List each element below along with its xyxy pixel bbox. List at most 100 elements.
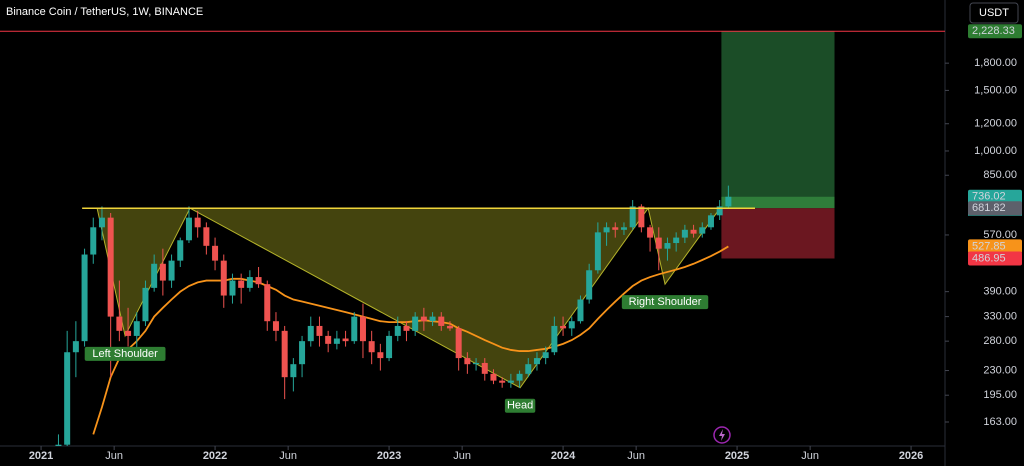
y-tick-label: 280.00 (983, 335, 1017, 347)
candle-body (594, 232, 601, 271)
x-tick-label: 2022 (203, 450, 227, 462)
event-icon[interactable] (713, 426, 731, 444)
neckline-label-box (968, 201, 1022, 216)
x-tick-label: Jun (105, 450, 123, 462)
candle-body (638, 206, 645, 228)
y-tick-label: 1,800.00 (974, 57, 1017, 69)
x-tick-label: 2021 (29, 450, 53, 462)
candle-body (560, 325, 567, 329)
candle-body (403, 325, 410, 331)
candle-body (699, 227, 706, 234)
last-price-label-box (968, 189, 1022, 204)
candle-body (333, 338, 340, 344)
x-tick-label: 2026 (899, 450, 923, 462)
candle-body (516, 373, 523, 381)
candle-body (438, 316, 445, 326)
candle-body (107, 217, 114, 317)
ma-label: 527.85 (972, 240, 1006, 252)
candle-body (725, 196, 732, 207)
y-tick-label: 163.00 (983, 416, 1017, 428)
x-tick-label: Jun (801, 450, 819, 462)
candle-body (316, 325, 323, 336)
candle-body (620, 227, 627, 230)
candle-body (81, 254, 88, 342)
candle-body (716, 206, 723, 216)
candle-body (238, 280, 245, 288)
candle-body (64, 352, 71, 445)
loss-zone (721, 208, 835, 259)
candle-body (647, 227, 654, 238)
candle-body (707, 215, 714, 228)
stop-label-box (968, 251, 1022, 266)
y-tick-label: 1,200.00 (974, 118, 1017, 130)
annotation-box (621, 295, 709, 310)
y-tick-label: 850.00 (983, 169, 1017, 181)
candle-body (612, 227, 619, 230)
candle-body (673, 237, 680, 244)
candle-body (386, 335, 393, 359)
candle-body (307, 325, 314, 342)
candle-body (473, 362, 480, 365)
candle-body (664, 243, 671, 249)
candle-body (681, 229, 688, 238)
profit-zone (721, 31, 835, 209)
y-tick-label: 1,500.00 (974, 84, 1017, 96)
y-tick-label: 390.00 (983, 286, 1017, 298)
chart-title: Binance Coin / TetherUS, 1W, BINANCE (6, 6, 203, 18)
candle-body (412, 316, 419, 331)
x-tick-label: Jun (279, 450, 297, 462)
candle-body (551, 325, 558, 353)
candle-body (377, 352, 384, 359)
x-tick-label: Jun (453, 450, 471, 462)
candle-body (603, 227, 610, 233)
candle-body (116, 316, 123, 331)
candle-body (351, 316, 358, 342)
candle-body (98, 217, 105, 228)
candle-body (629, 206, 636, 228)
target-label: 2,228.33 (972, 25, 1015, 37)
candle-body (586, 270, 593, 300)
stop-label: 486.95 (972, 252, 1006, 264)
candle-body (55, 444, 62, 446)
x-tick-label: 2025 (725, 450, 749, 462)
candle-body (194, 217, 201, 228)
candle-body (446, 325, 453, 329)
candle-body (394, 325, 401, 336)
candle-body (220, 260, 227, 296)
moving-average (92, 245, 729, 435)
candle-body (203, 227, 210, 246)
candle-body (464, 358, 471, 365)
candle-body (281, 330, 288, 378)
y-tick-label: 1,000.00 (974, 145, 1017, 157)
annotation: Left Shoulder (92, 348, 158, 360)
x-tick-label: Jun (627, 450, 645, 462)
candle-body (159, 263, 166, 281)
currency-label[interactable]: USDT (979, 7, 1009, 19)
candle-body (455, 328, 462, 359)
x-tick-label: 2024 (551, 450, 576, 462)
candle-body (185, 217, 192, 241)
candle-body (229, 280, 236, 296)
candle-body (133, 321, 140, 336)
neckline-label: 681.82 (972, 202, 1006, 214)
candle-body (481, 362, 488, 374)
annotation-box (504, 398, 536, 413)
candle-body (212, 245, 219, 261)
y-tick-label: 330.00 (983, 311, 1017, 323)
candle-body (125, 330, 132, 336)
annotation: Head (507, 400, 533, 412)
candle-body (272, 321, 279, 331)
plot: Left Shoulder Head Right Shoulder (0, 30, 945, 446)
candle-body (577, 299, 584, 322)
candle-body (429, 316, 436, 322)
candle-body (420, 316, 427, 322)
y-tick-label: 230.00 (983, 364, 1017, 376)
y-tick-label: 570.00 (983, 229, 1017, 241)
currency-button[interactable] (969, 2, 1019, 24)
candle-body (690, 229, 697, 234)
candle-body (246, 277, 253, 288)
candle-body (264, 284, 271, 322)
candle-body (568, 321, 575, 329)
